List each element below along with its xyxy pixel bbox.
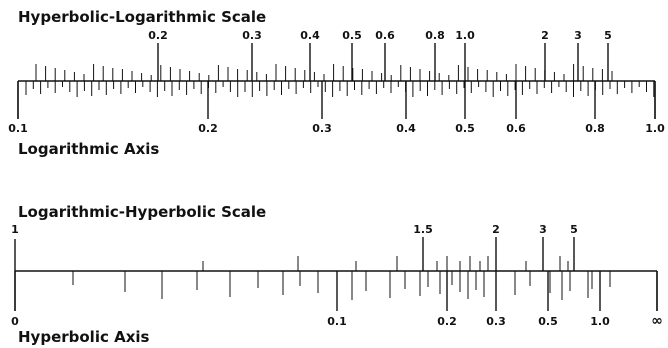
- logarithmic-tick-label: 0.8: [585, 122, 605, 135]
- hyperbolic-tick-label: 0.5: [342, 29, 362, 42]
- logarithmic-tick-label: 1.5: [413, 223, 433, 236]
- hyperbolic-tick-label: 0.6: [375, 29, 395, 42]
- logarithmic-tick-label: 0.4: [396, 122, 416, 135]
- hyperbolic-logarithmic-scale-title: Hyperbolic-Logarithmic Scale: [18, 8, 267, 26]
- hyperbolic-tick-label: 0.2: [437, 315, 457, 328]
- logarithmic-tick-label: 5: [570, 223, 578, 236]
- logarithmic-tick-label: 0.5: [455, 122, 475, 135]
- hyperbolic-tick-label: 1.0: [590, 315, 610, 328]
- hyperbolic-tick-label: 2: [541, 29, 549, 42]
- logarithmic-tick-label: 0.6: [506, 122, 526, 135]
- logarithmic-axis-label: Logarithmic Axis: [18, 140, 160, 158]
- logarithmic-tick-label: 1: [11, 223, 19, 236]
- logarithmic-tick-label: 2: [492, 223, 500, 236]
- hyperbolic-tick-label: 3: [574, 29, 582, 42]
- logarithmic-tick-label: 0.1: [8, 122, 28, 135]
- logarithmic-tick-label: 3: [539, 223, 547, 236]
- hyperbolic-tick-label: 0.8: [425, 29, 445, 42]
- hyperbolic-tick-label: 1.0: [455, 29, 475, 42]
- hyperbolic-tick-label: 0.3: [486, 315, 506, 328]
- hyperbolic-tick-label: 0.3: [242, 29, 262, 42]
- logarithmic-tick-label: 1.0: [645, 122, 665, 135]
- logarithmic-hyperbolic-scale-title: Logarithmic-Hyperbolic Scale: [18, 203, 267, 221]
- hyperbolic-tick-label: 5: [604, 29, 612, 42]
- hyperbolic-tick-label: 0.2: [148, 29, 168, 42]
- hyperbolic-tick-label: 0: [11, 315, 19, 328]
- logarithmic-tick-label: 0.3: [312, 122, 332, 135]
- logarithmic-tick-label: 0.2: [198, 122, 218, 135]
- hyperbolic-tick-label: 0.5: [538, 315, 558, 328]
- hyperbolic-axis-label: Hyperbolic Axis: [18, 328, 150, 346]
- hyperbolic-tick-label: 0.4: [300, 29, 320, 42]
- hyperbolic-tick-label: ∞: [651, 313, 663, 329]
- hyperbolic-tick-label: 0.1: [327, 315, 347, 328]
